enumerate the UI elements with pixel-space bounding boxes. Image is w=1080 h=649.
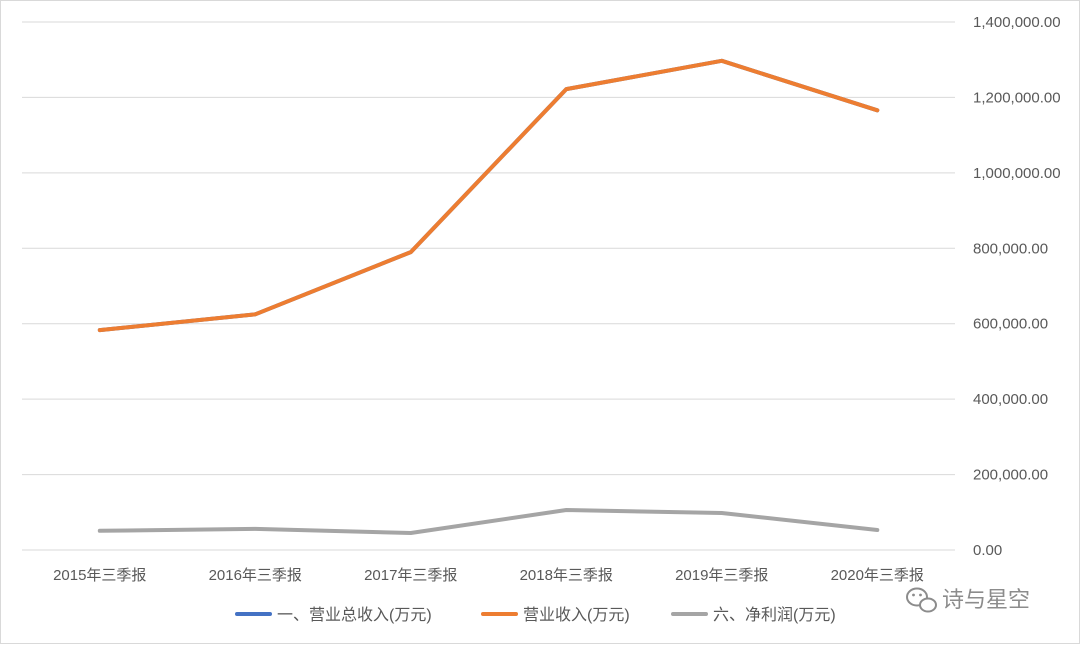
y-tick-label: 400,000.00 [973, 391, 1048, 408]
series-lines [97, 58, 880, 535]
x-tick-label: 2018年三季报 [520, 567, 613, 584]
series-line-1 [97, 58, 880, 333]
legend-label: 一、营业总收入(万元) [277, 606, 432, 624]
wechat-icon [906, 587, 937, 613]
legend-item: 营业收入(万元) [481, 606, 630, 624]
legend-label: 营业收入(万元) [523, 606, 630, 624]
x-tick-label: 2020年三季报 [831, 567, 924, 584]
x-tick-label: 2016年三季报 [209, 567, 302, 584]
y-tick-label: 1,400,000.00 [973, 14, 1061, 31]
watermark: 诗与星空 [906, 587, 1030, 613]
x-tick-label: 2015年三季报 [53, 567, 146, 584]
y-tick-label: 600,000.00 [973, 316, 1048, 333]
y-tick-label: 1,000,000.00 [973, 165, 1061, 182]
x-tick-label: 2019年三季报 [675, 567, 768, 584]
y-tick-label: 200,000.00 [973, 467, 1048, 484]
legend-item: 一、营业总收入(万元) [235, 606, 432, 624]
series-line-2 [97, 508, 880, 535]
x-axis-tick-labels: 2015年三季报 2016年三季报 2017年三季报 2018年三季报 2019年三季报… [53, 567, 924, 584]
legend: 一、营业总收入(万元) 营业收入(万元) 六、净利润(万元) [235, 606, 836, 624]
y-tick-label: 0.00 [973, 542, 1002, 559]
y-tick-label: 1,200,000.00 [973, 89, 1061, 106]
y-axis-tick-labels: 0.00 200,000.00 400,000.00 600,000.00 800,00… [973, 14, 1061, 559]
legend-item: 六、净利润(万元) [671, 606, 836, 624]
watermark-text: 诗与星空 [942, 588, 1030, 613]
y-tick-label: 800,000.00 [973, 240, 1048, 257]
legend-label: 六、净利润(万元) [713, 606, 836, 624]
x-tick-label: 2017年三季报 [364, 567, 457, 584]
